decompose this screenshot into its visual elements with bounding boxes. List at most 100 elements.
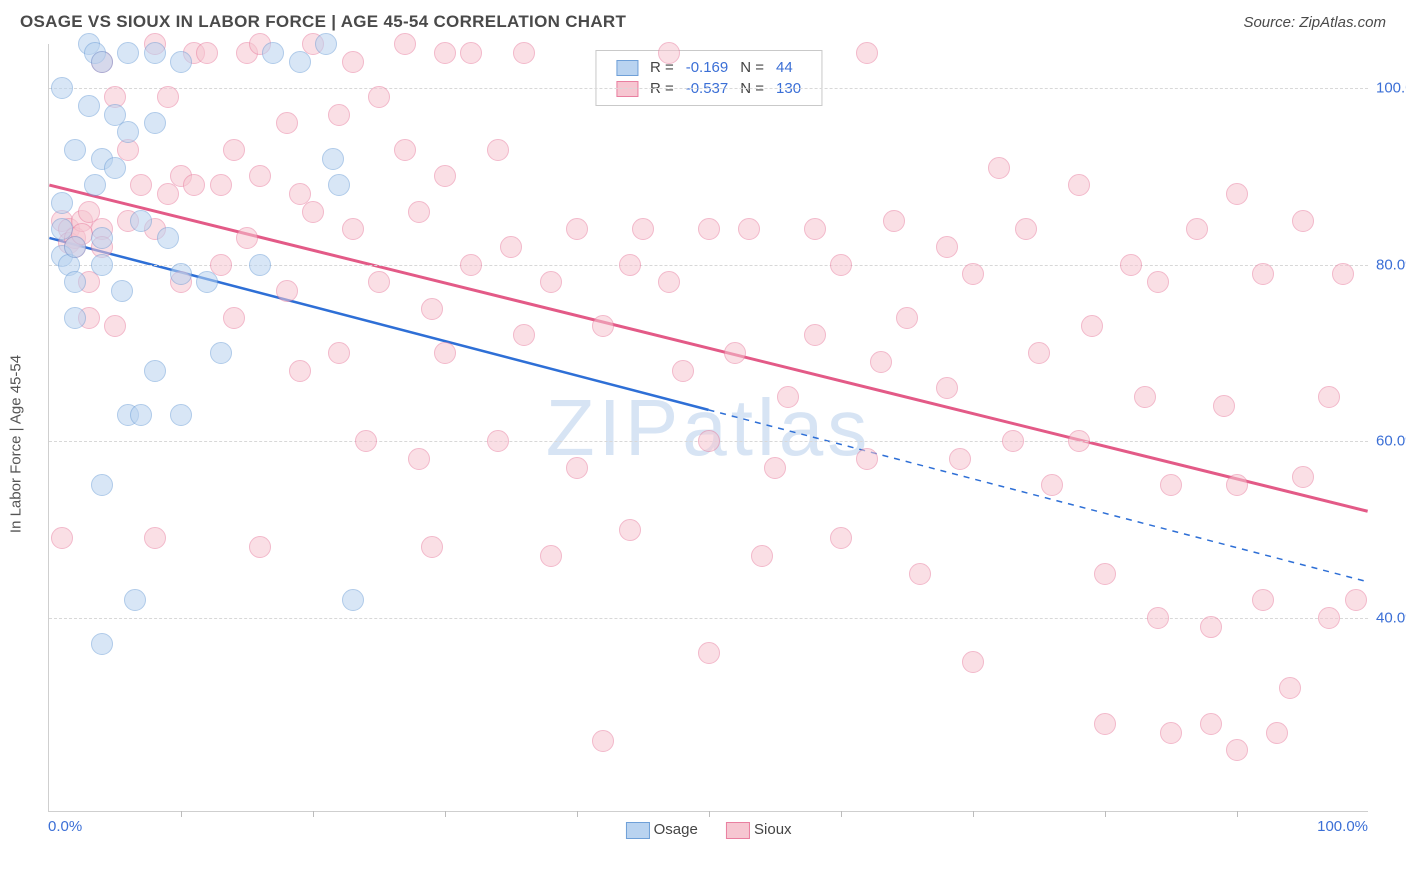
data-point [1147, 271, 1169, 293]
data-point [1160, 474, 1182, 496]
data-point [540, 271, 562, 293]
data-point [1041, 474, 1063, 496]
data-point [342, 218, 364, 240]
data-point [394, 139, 416, 161]
gridline [49, 618, 1368, 619]
x-tick [445, 811, 446, 817]
data-point [91, 474, 113, 496]
data-point [724, 342, 746, 364]
x-axis: 0.0% 100.0% [48, 818, 1368, 844]
data-point [764, 457, 786, 479]
data-point [1068, 174, 1090, 196]
data-point [328, 342, 350, 364]
plot-region: ZIPatlas R = -0.169 N = 44 R = -0.537 N … [48, 44, 1368, 812]
x-tick [709, 811, 710, 817]
data-point [210, 342, 232, 364]
data-point [322, 148, 344, 170]
data-point [84, 174, 106, 196]
data-point [64, 307, 86, 329]
data-point [896, 307, 918, 329]
data-point [988, 157, 1010, 179]
x-tick [1237, 811, 1238, 817]
data-point [91, 254, 113, 276]
data-point [1332, 263, 1354, 285]
chart-header: OSAGE VS SIOUX IN LABOR FORCE | AGE 45-5… [0, 0, 1406, 40]
data-point [104, 315, 126, 337]
data-point [738, 218, 760, 240]
data-point [513, 42, 535, 64]
data-point [1252, 263, 1274, 285]
data-point [64, 236, 86, 258]
data-point [78, 95, 100, 117]
stats-n-value-osage: 44 [770, 57, 807, 78]
data-point [91, 633, 113, 655]
data-point [315, 33, 337, 55]
stats-legend: R = -0.169 N = 44 R = -0.537 N = 130 [595, 50, 822, 106]
data-point [1213, 395, 1235, 417]
data-point [289, 51, 311, 73]
data-point [1186, 218, 1208, 240]
data-point [1015, 218, 1037, 240]
stats-r-value-osage: -0.169 [680, 57, 735, 78]
data-point [421, 298, 443, 320]
gridline [49, 88, 1368, 89]
data-point [566, 457, 588, 479]
data-point [342, 51, 364, 73]
data-point [91, 51, 113, 73]
data-point [1120, 254, 1142, 276]
data-point [619, 519, 641, 541]
data-point [1200, 713, 1222, 735]
y-tick-label: 100.0% [1376, 80, 1406, 97]
data-point [460, 42, 482, 64]
data-point [566, 218, 588, 240]
data-point [1345, 589, 1367, 611]
stats-row-osage: R = -0.169 N = 44 [610, 57, 807, 78]
data-point [830, 527, 852, 549]
data-point [936, 236, 958, 258]
data-point [170, 51, 192, 73]
data-point [962, 651, 984, 673]
data-point [51, 192, 73, 214]
data-point [408, 448, 430, 470]
data-point [289, 360, 311, 382]
data-point [223, 307, 245, 329]
gridline [49, 265, 1368, 266]
data-point [91, 227, 113, 249]
data-point [1200, 616, 1222, 638]
data-point [196, 42, 218, 64]
stats-n-label: N = [734, 57, 770, 78]
data-point [276, 112, 298, 134]
data-point [1094, 563, 1116, 585]
data-point [144, 360, 166, 382]
data-point [104, 157, 126, 179]
data-point [64, 139, 86, 161]
data-point [1292, 210, 1314, 232]
data-point [434, 165, 456, 187]
data-point [1292, 466, 1314, 488]
data-point [1028, 342, 1050, 364]
data-point [1226, 474, 1248, 496]
data-point [658, 271, 680, 293]
data-point [487, 430, 509, 452]
data-point [540, 545, 562, 567]
data-point [698, 430, 720, 452]
data-point [144, 42, 166, 64]
x-tick [973, 811, 974, 817]
data-point [276, 280, 298, 302]
data-point [830, 254, 852, 276]
data-point [170, 404, 192, 426]
data-point [355, 430, 377, 452]
data-point [1081, 315, 1103, 337]
data-point [249, 536, 271, 558]
x-tick [181, 811, 182, 817]
data-point [249, 165, 271, 187]
data-point [936, 377, 958, 399]
data-point [157, 227, 179, 249]
data-point [408, 201, 430, 223]
y-tick-label: 40.0% [1376, 609, 1406, 626]
data-point [1226, 739, 1248, 761]
data-point [117, 121, 139, 143]
data-point [130, 404, 152, 426]
data-point [434, 342, 456, 364]
data-point [111, 280, 133, 302]
